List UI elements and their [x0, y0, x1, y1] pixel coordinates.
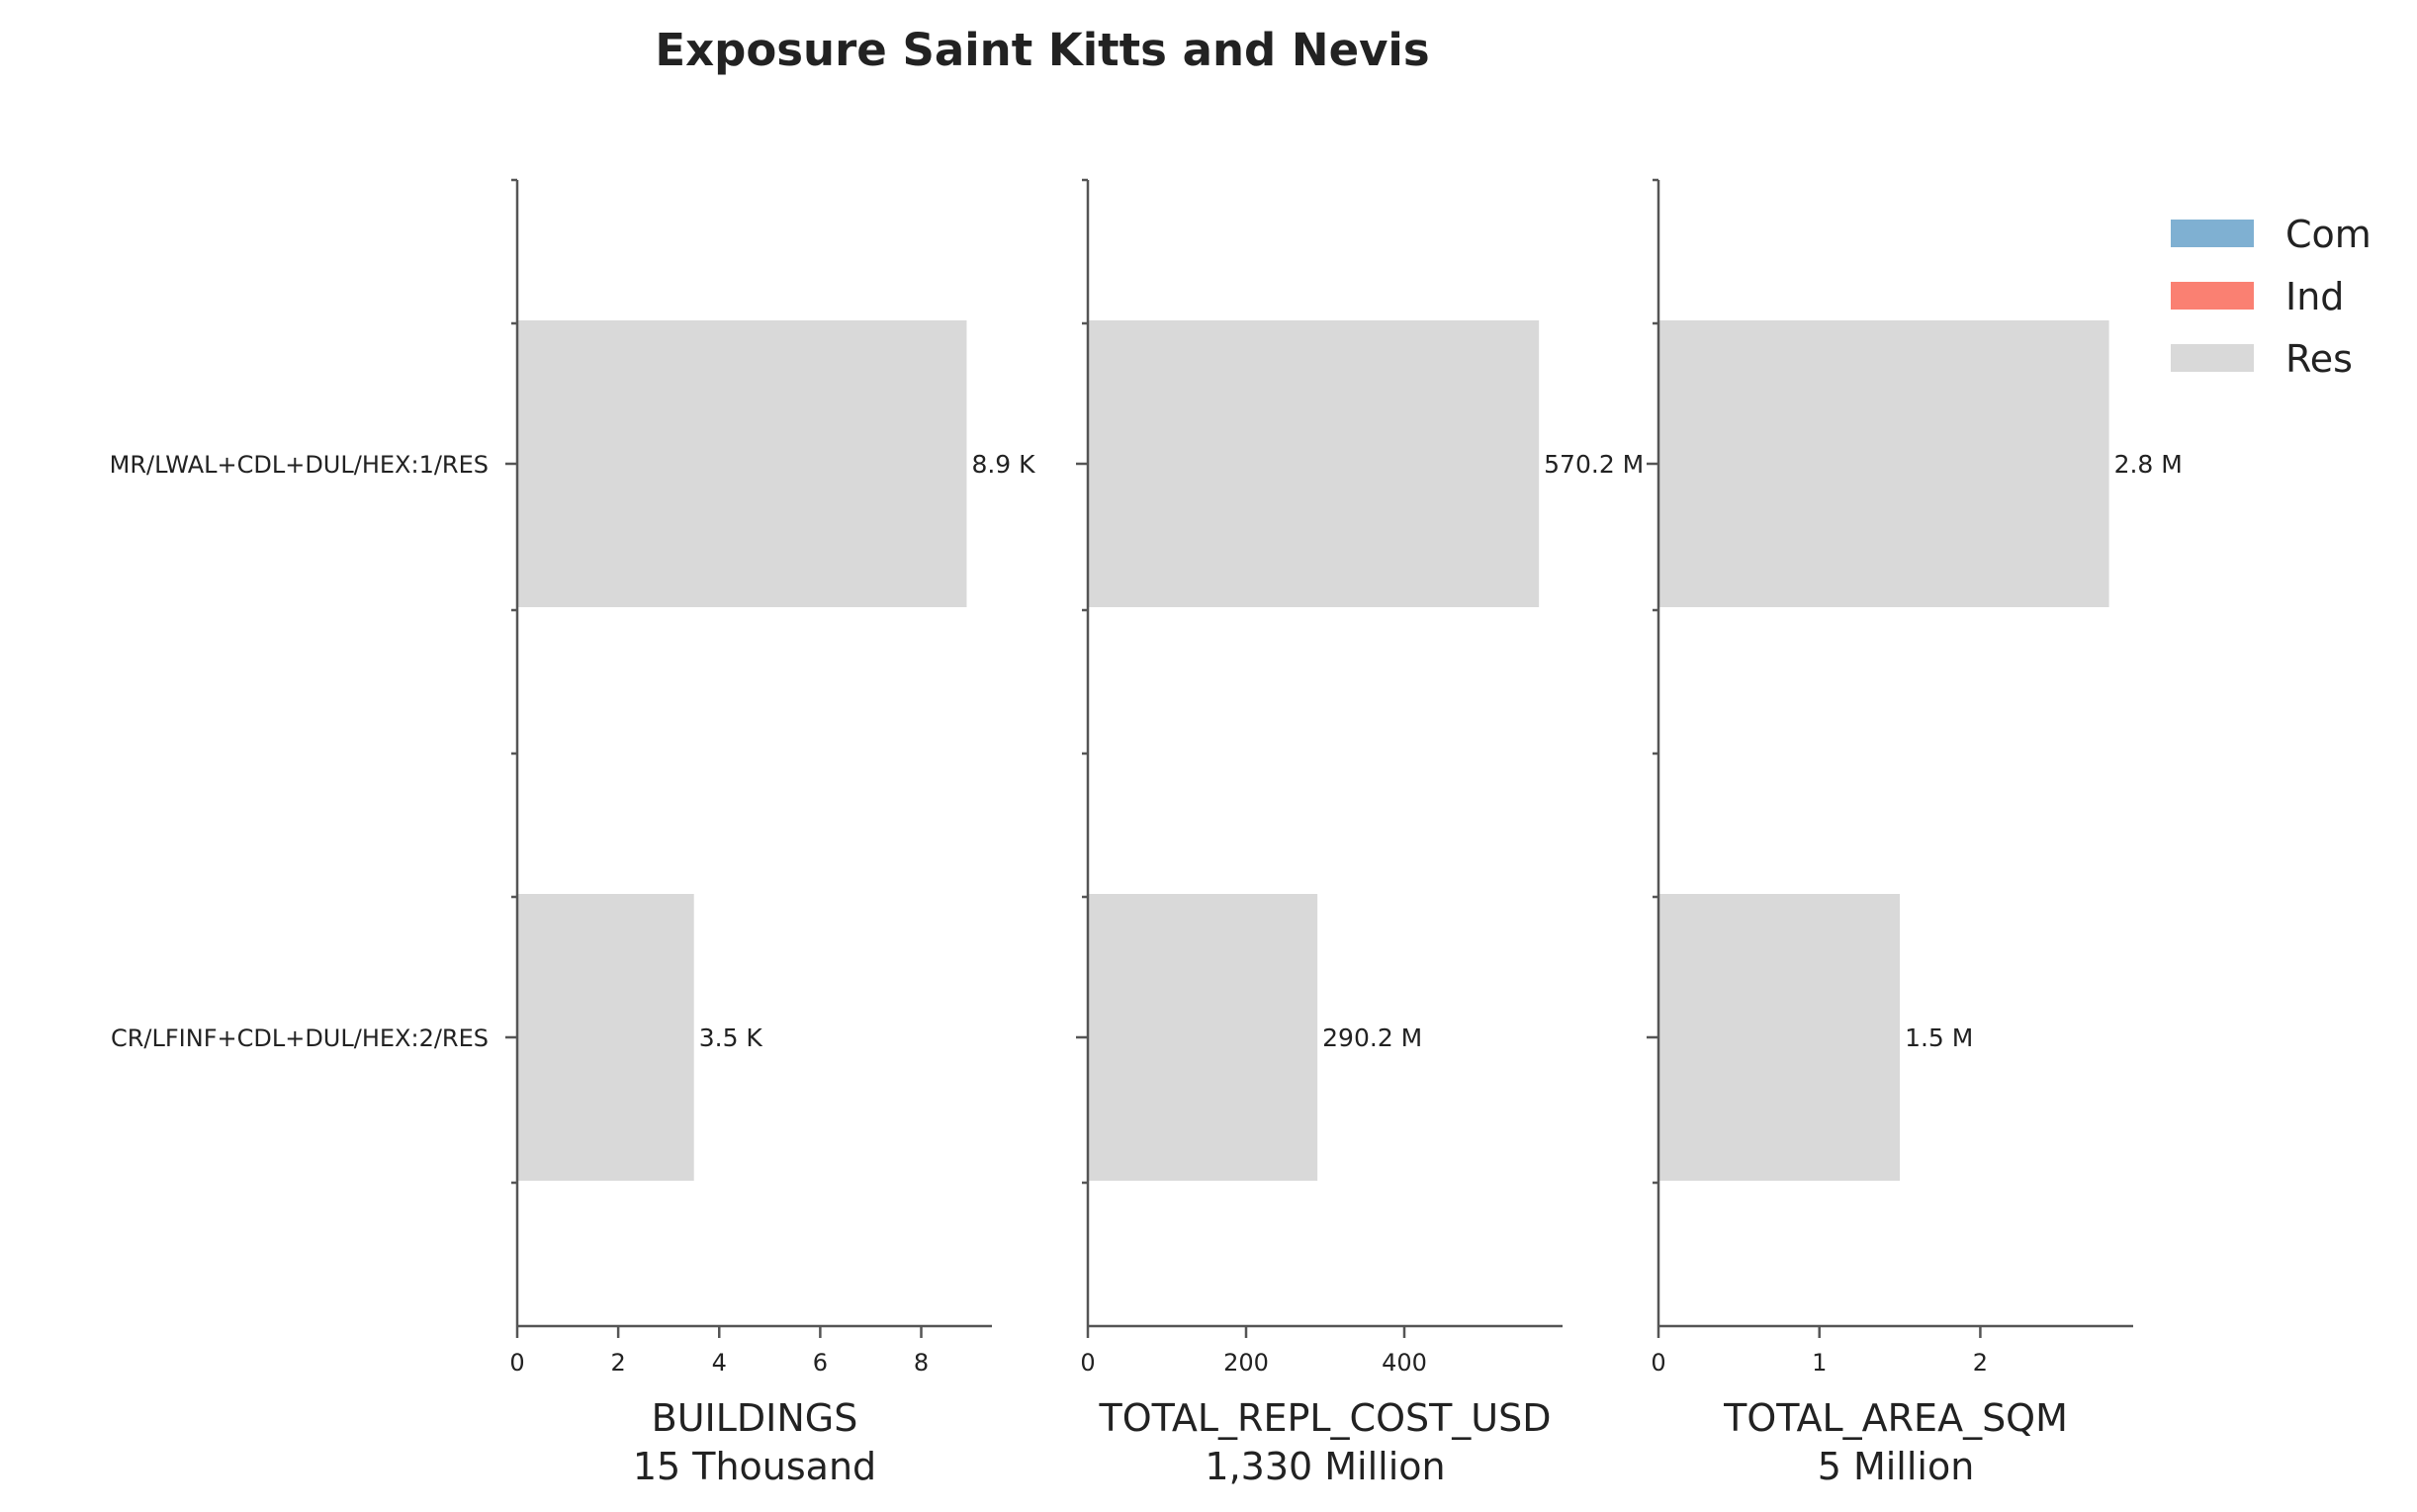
value-label-2-2: 290.2 M	[1322, 1023, 1422, 1052]
category-label-1: MR/LWAL+CDL+DUL/HEX:1/RES	[110, 451, 489, 479]
value-label-1-1: 8.9 K	[971, 450, 1035, 479]
value-label-1-2: 3.5 K	[699, 1023, 763, 1052]
value-label-3-2: 1.5 M	[1905, 1023, 1973, 1052]
legend-label-res: Res	[2285, 337, 2353, 381]
x-axis-sublabel-2: 1,330 Million	[1205, 1445, 1445, 1488]
x-tick-label-2-3: 400	[1382, 1349, 1427, 1377]
x-tick-label-1-5: 8	[914, 1349, 929, 1377]
bar-3-1	[1658, 320, 2109, 607]
x-tick-label-3-1: 0	[1651, 1349, 1665, 1377]
x-axis-sublabel-3: 5 Million	[1818, 1445, 1975, 1488]
bar-3-2	[1658, 894, 1901, 1181]
x-tick-label-1-3: 4	[712, 1349, 727, 1377]
bar-1-1	[517, 320, 967, 607]
value-label-2-1: 570.2 M	[1544, 450, 1644, 479]
x-tick-label-1-4: 6	[813, 1349, 828, 1377]
legend-label-com: Com	[2285, 213, 2372, 256]
x-tick-label-2-1: 0	[1080, 1349, 1095, 1377]
legend-swatch-ind	[2171, 282, 2254, 310]
x-axis-label-1: BUILDINGS	[652, 1396, 858, 1440]
x-tick-label-3-3: 2	[1973, 1349, 1988, 1377]
category-label-2: CR/LFINF+CDL+DUL/HEX:2/RES	[111, 1024, 489, 1052]
x-tick-label-3-2: 1	[1812, 1349, 1827, 1377]
legend-label-ind: Ind	[2285, 275, 2344, 318]
bar-2-2	[1088, 894, 1318, 1181]
legend: Com Ind Res	[2171, 213, 2372, 381]
bar-1-2	[517, 894, 694, 1181]
x-axis-sublabel-1: 15 Thousand	[633, 1445, 876, 1488]
legend-swatch-com	[2171, 220, 2254, 247]
x-tick-label-1-1: 0	[509, 1349, 524, 1377]
value-label-3-1: 2.8 M	[2114, 450, 2183, 479]
x-tick-label-2-2: 200	[1223, 1349, 1269, 1377]
legend-swatch-res	[2171, 344, 2254, 372]
chart-title: Exposure Saint Kitts and Nevis	[655, 24, 1429, 76]
x-tick-label-1-2: 2	[610, 1349, 625, 1377]
bar-2-1	[1088, 320, 1540, 607]
x-axis-label-3: TOTAL_AREA_SQM	[1723, 1396, 2068, 1440]
chart-panels: 8.9 K 3.5 K 0 2 4 6 8 BUILDINGS 15 Thousand MR/LW…	[110, 178, 2183, 1488]
x-axis-label-2: TOTAL_REPL_COST_USD	[1098, 1396, 1551, 1440]
